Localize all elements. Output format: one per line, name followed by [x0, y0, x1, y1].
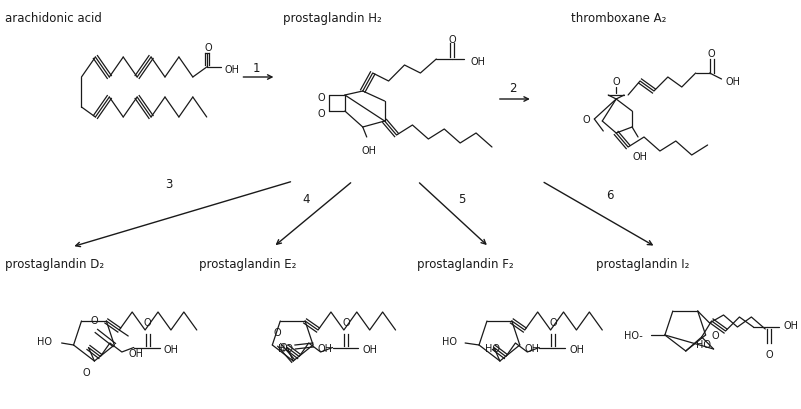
Text: 6: 6 [606, 189, 614, 202]
Text: O: O [144, 318, 151, 328]
Text: O: O [766, 349, 773, 359]
Text: O: O [280, 342, 288, 352]
Text: O: O [317, 93, 325, 103]
Text: OH: OH [361, 146, 376, 155]
Text: O: O [708, 49, 715, 59]
Text: OH: OH [224, 65, 239, 75]
Text: 5: 5 [458, 193, 466, 206]
Text: O: O [91, 315, 99, 325]
Text: 3: 3 [165, 178, 173, 191]
Text: O: O [83, 367, 91, 377]
Text: prostaglandin D₂: prostaglandin D₂ [5, 257, 104, 270]
Text: HO-: HO- [624, 330, 643, 340]
Text: OH: OH [726, 77, 740, 87]
Text: 2: 2 [509, 81, 517, 94]
Text: O: O [712, 330, 719, 340]
Text: prostaglandin H₂: prostaglandin H₂ [284, 12, 382, 25]
Text: 4: 4 [302, 193, 310, 206]
Text: OH: OH [317, 343, 332, 353]
Text: OH: OH [129, 348, 143, 358]
Text: thromboxane A₂: thromboxane A₂ [571, 12, 667, 25]
Text: HO: HO [696, 339, 710, 349]
Text: O: O [273, 327, 281, 337]
Text: 1: 1 [252, 61, 260, 74]
Text: OH: OH [569, 345, 584, 355]
Text: O: O [317, 109, 325, 119]
Text: prostaglandin F₂: prostaglandin F₂ [417, 257, 514, 270]
Text: OH: OH [362, 345, 377, 355]
Text: O: O [582, 115, 590, 125]
Text: O: O [549, 318, 557, 328]
Text: prostaglandin E₂: prostaglandin E₂ [199, 257, 296, 270]
Text: O: O [613, 77, 620, 87]
Text: HO: HO [442, 336, 457, 346]
Text: O: O [205, 43, 212, 53]
Text: HO: HO [278, 343, 293, 353]
Text: arachidonic acid: arachidonic acid [5, 12, 102, 25]
Text: HO: HO [37, 336, 52, 346]
Text: OH: OH [783, 320, 798, 330]
Text: HO: HO [485, 343, 500, 353]
Text: O: O [449, 35, 456, 45]
Text: OH: OH [524, 343, 539, 353]
Text: OH: OH [633, 152, 647, 162]
Text: prostaglandin I₂: prostaglandin I₂ [596, 257, 690, 270]
Text: OH: OH [163, 345, 179, 355]
Text: O: O [343, 318, 350, 328]
Text: OH: OH [470, 57, 485, 67]
